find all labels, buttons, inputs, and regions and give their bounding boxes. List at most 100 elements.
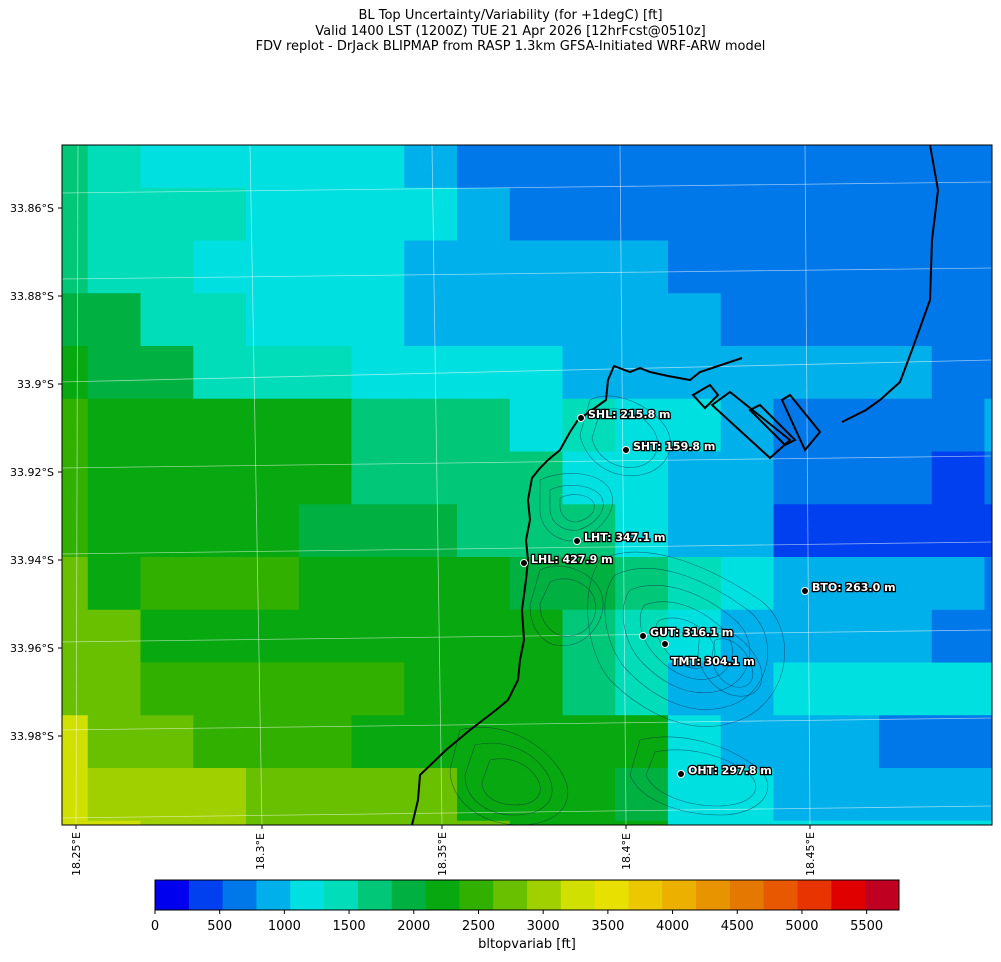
grid-cell <box>562 662 616 716</box>
grid-cell <box>351 398 405 453</box>
grid-cell <box>87 820 142 825</box>
colorbar-swatch <box>357 880 393 910</box>
grid-cell <box>298 240 353 294</box>
colorbar-swatch <box>425 880 460 910</box>
grid-cell <box>879 768 933 822</box>
colorbar-swatch <box>459 880 494 910</box>
station-marker-shl <box>577 414 585 422</box>
grid-cell <box>87 451 142 505</box>
grid-cell <box>351 451 405 505</box>
grid-cell <box>668 398 722 453</box>
lat-tick-label: 33.9°S <box>17 378 54 391</box>
title-line-1: BL Top Uncertainty/Variability (for +1de… <box>358 8 663 23</box>
grid-cell <box>87 715 142 769</box>
colorbar-swatch <box>155 880 190 910</box>
grid-cell <box>193 662 247 716</box>
grid-cell <box>246 346 300 400</box>
grid-cell <box>879 504 933 558</box>
colorbar-swatch <box>256 880 291 910</box>
grid-cell <box>984 609 992 664</box>
grid-cell <box>62 715 89 769</box>
grid-cell <box>562 820 616 825</box>
grid-cell <box>193 557 247 611</box>
grid-cell <box>87 346 142 400</box>
lat-tick-label: 33.98°S <box>10 730 54 743</box>
grid-cell <box>404 715 458 769</box>
grid-cell <box>879 609 933 664</box>
grid-cell <box>87 187 142 242</box>
lon-tick-label: 18.35°E <box>436 832 449 876</box>
station-label-tmt: TMT: 304.1 m <box>671 655 755 668</box>
lon-tick-label: 18.4°E <box>620 833 633 870</box>
grid-cell <box>879 346 933 400</box>
grid-cell <box>351 609 405 664</box>
colorbar-swatch <box>763 880 799 910</box>
grid-cell <box>720 662 775 716</box>
colorbar-swatch <box>696 880 731 910</box>
grid-cell <box>984 715 992 769</box>
grid-cell <box>404 398 458 453</box>
grid-cell <box>615 346 669 400</box>
grid-cell <box>509 346 564 400</box>
grid-cell <box>246 609 300 664</box>
grid-cell <box>35 874 88 927</box>
grid-cell <box>62 293 89 347</box>
grid-cell <box>562 398 616 453</box>
grid-cell <box>562 609 616 664</box>
grid-cell <box>826 557 880 611</box>
colorbar-swatch <box>493 880 528 910</box>
grid-cell <box>879 145 933 189</box>
colorbar-tick-label: 2500 <box>462 919 495 934</box>
grid-cell <box>668 145 722 189</box>
grid-cell <box>720 451 775 505</box>
station-label-gut: GUT: 316.1 m <box>650 626 733 639</box>
grid-cell <box>457 398 511 453</box>
grid-cell <box>404 145 458 189</box>
grid-cell <box>298 398 353 453</box>
grid-cell <box>826 715 880 769</box>
colorbar-tick-label: 3500 <box>591 919 624 934</box>
grid-cell <box>298 609 353 664</box>
grid-cell <box>879 820 933 825</box>
grid-cell <box>720 820 775 825</box>
grid-cell <box>87 145 142 189</box>
grid-cell <box>984 662 992 716</box>
grid-cell <box>193 240 247 294</box>
grid-cell <box>351 662 405 716</box>
lon-tick-label: 18.3°E <box>254 833 267 870</box>
grid-cell <box>615 557 669 611</box>
grid-cell <box>984 346 992 400</box>
station-marker-gut <box>639 632 647 640</box>
colorbar-tick-labels: 0 500 1000 1500 2000 2500 3000 3500 4000 4500 5000… <box>151 910 883 934</box>
grid-cell <box>404 662 458 716</box>
grid-cell <box>140 768 194 822</box>
grid-cell <box>562 715 616 769</box>
lat-tick-label: 33.94°S <box>10 554 54 567</box>
grid-cell <box>351 557 405 611</box>
grid-cell <box>931 187 986 242</box>
grid-cell <box>773 715 827 769</box>
grid-cell <box>931 768 986 822</box>
grid-cell <box>615 662 669 716</box>
grid-cell <box>193 398 247 453</box>
grid-cell <box>984 557 992 611</box>
grid-cell <box>720 557 775 611</box>
grid-cell <box>931 504 986 558</box>
grid-cell <box>773 346 827 400</box>
latitude-axis: 33.86°S 33.88°S 33.9°S 33.92°S 33.94°S 3… <box>10 202 62 743</box>
grid-cell <box>246 768 300 822</box>
grid-cell <box>140 240 194 294</box>
map-frame <box>61 144 993 826</box>
grid-cell <box>826 768 880 822</box>
lat-tick-label: 33.92°S <box>10 466 54 479</box>
grid-cell <box>62 346 89 400</box>
grid-cell <box>246 293 300 347</box>
colorbar-tick-label: 1500 <box>333 919 366 934</box>
grid-cell <box>931 557 986 611</box>
colorbar: 0 500 1000 1500 2000 2500 3000 3500 4000 4500 5000… <box>151 879 900 952</box>
grid-cell <box>773 504 827 558</box>
colorbar-swatch <box>290 880 325 910</box>
colorbar-swatch <box>865 880 900 910</box>
grid-cell <box>140 346 194 400</box>
grid-cell <box>879 187 933 242</box>
